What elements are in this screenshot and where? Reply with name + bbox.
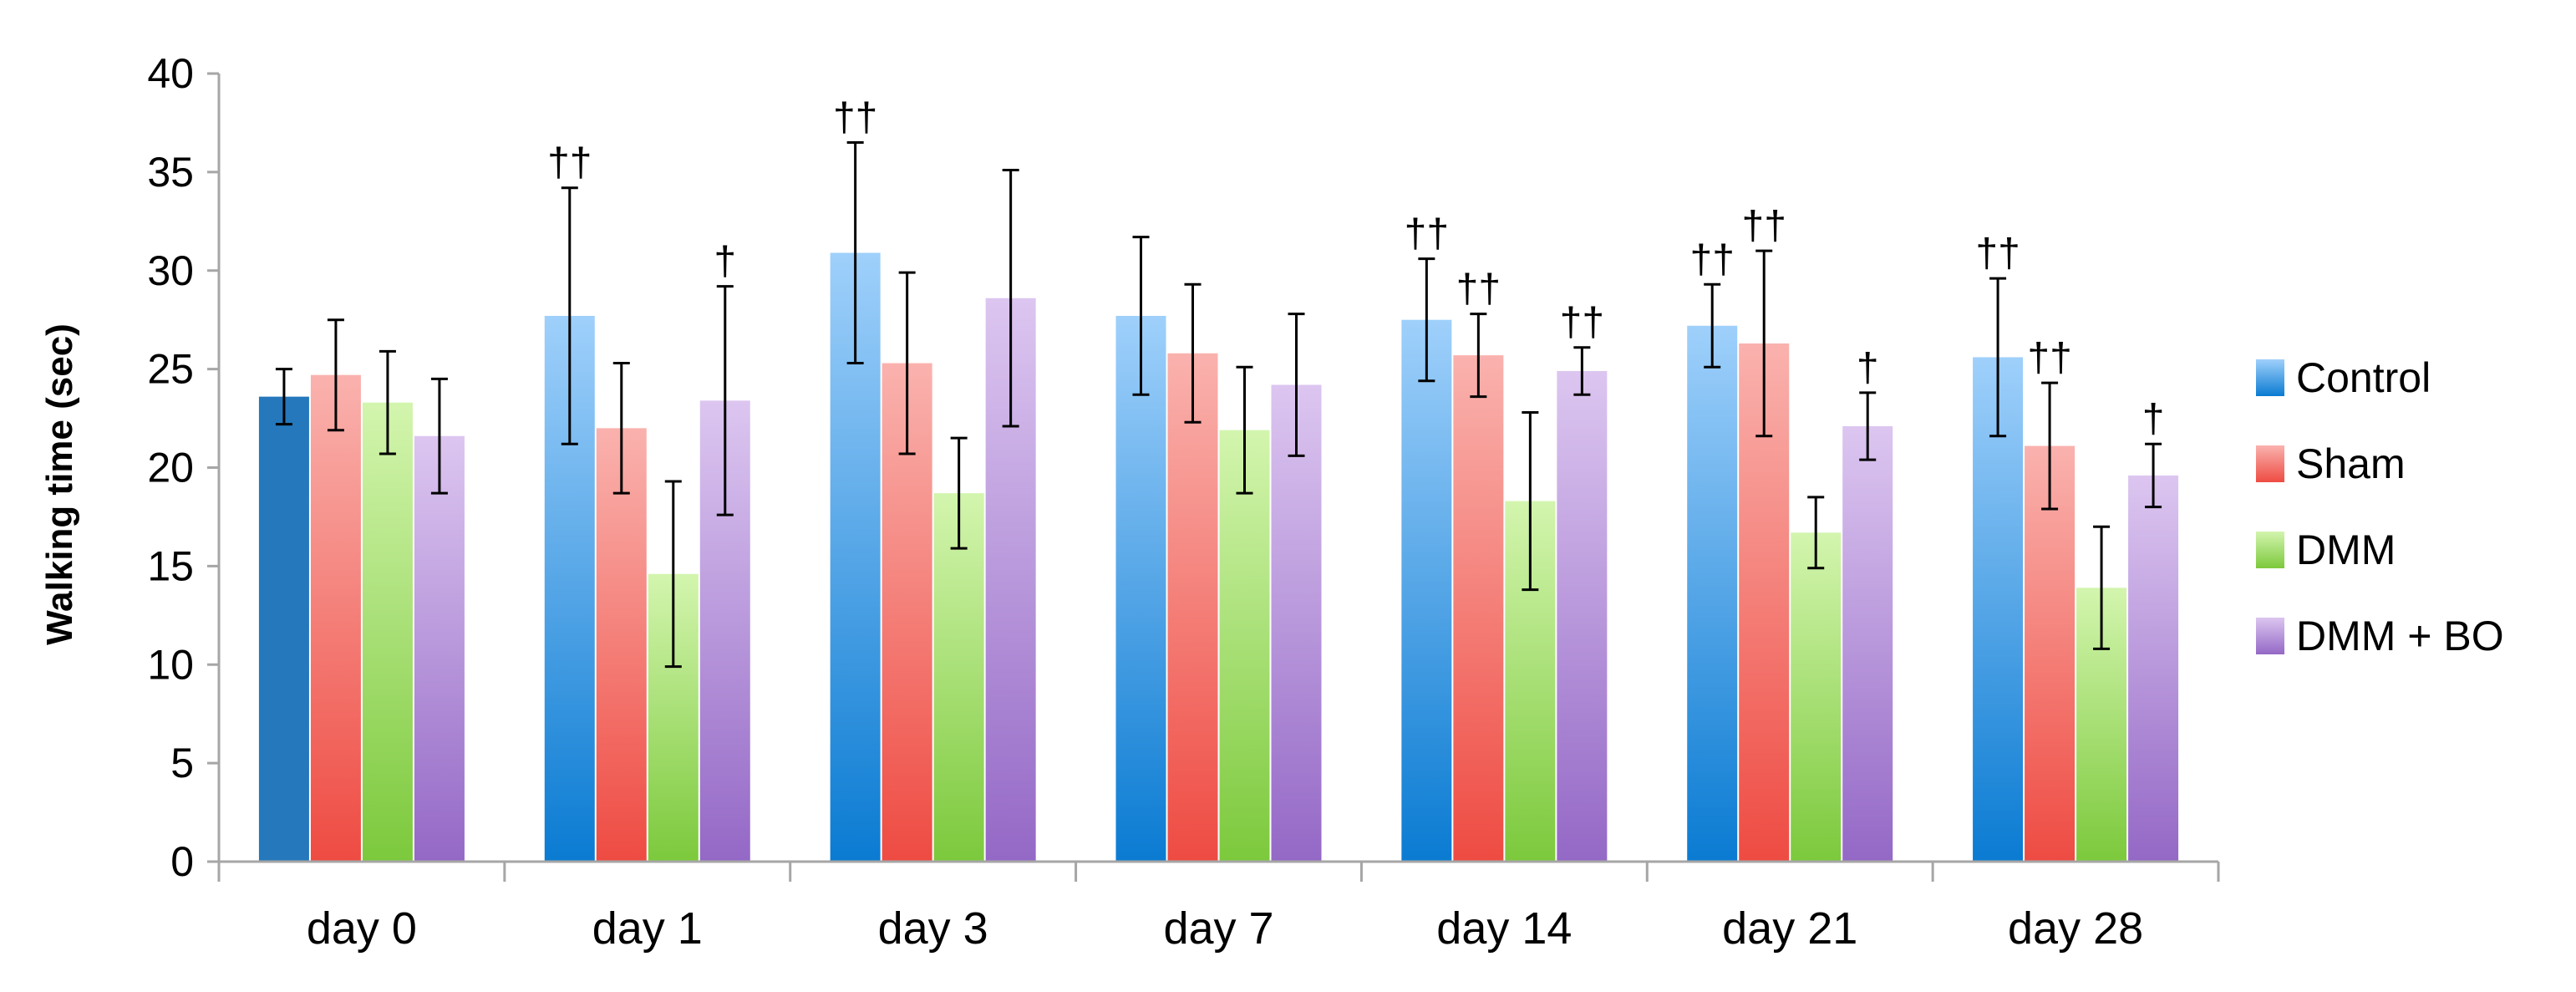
legend-label-dmm-bo: DMM + BO: [2296, 613, 2504, 659]
bar-dmm-day-21: [1791, 532, 1842, 862]
x-tick-label-day-0: day 0: [307, 903, 417, 954]
bar-dmm-bo-day-21: [1842, 425, 1893, 862]
bar-sham-day-0: [310, 374, 361, 862]
bar-dmm-bo-day-0: [414, 435, 465, 862]
bar-control-day-21: [1687, 325, 1738, 862]
x-tick-label-day-21: day 21: [1722, 903, 1857, 954]
bar-sham-day-14: [1453, 355, 1504, 862]
bar-control-day-14: [1401, 319, 1452, 862]
legend-swatch-dmm: [2256, 532, 2284, 568]
significance-marker-control-day-14: ††: [1405, 212, 1449, 257]
significance-marker-dmm-bo-day-28: †: [2142, 397, 2165, 441]
significance-marker-control-day-28: ††: [1975, 231, 2020, 276]
x-tick-label-day-28: day 28: [2008, 903, 2143, 954]
bar-sham-day-7: [1167, 353, 1218, 862]
y-tick-label-0: 0: [170, 838, 194, 885]
x-tick-label-day-7: day 7: [1163, 903, 1273, 954]
x-tick-label-day-1: day 1: [592, 903, 703, 954]
legend-swatch-dmm-bo: [2256, 618, 2284, 654]
bar-control-day-0: [258, 396, 309, 862]
y-tick-label-40: 40: [147, 50, 194, 97]
significance-marker-dmm-bo-day-21: †: [1857, 346, 1879, 390]
legend: Control Sham DMM DMM + BO: [2256, 354, 2504, 659]
legend-swatch-control: [2256, 359, 2284, 396]
bar-dmm-bo-day-14: [1557, 370, 1608, 862]
significance-marker-control-day-3: ††: [833, 96, 877, 140]
y-tick-label-5: 5: [170, 740, 194, 786]
y-axis-title: Walking time (sec): [39, 323, 80, 645]
significance-marker-sham-day-28: ††: [2027, 336, 2071, 380]
y-tick-label-25: 25: [147, 346, 194, 393]
significance-marker-control-day-1: ††: [547, 141, 592, 186]
legend-swatch-sham: [2256, 445, 2284, 482]
bar-sham-day-28: [2025, 445, 2076, 862]
legend-label-control: Control: [2296, 354, 2431, 401]
significance-marker-control-day-21: ††: [1690, 237, 1735, 282]
legend-label-sham: Sham: [2296, 440, 2406, 487]
bar-dmm-bo-day-28: [2128, 475, 2179, 862]
bar-dmm-day-0: [362, 402, 413, 862]
significance-marker-dmm-bo-day-14: ††: [1560, 301, 1604, 345]
significance-marker-dmm-bo-day-1: †: [714, 240, 736, 284]
labels-layer: 0 5 10 15 20 25 30 35 40 Walking time (sec) day 0 d…: [39, 50, 2220, 954]
bar-dmm-bo-day-7: [1271, 384, 1322, 862]
bar-sham-day-1: [596, 428, 647, 862]
y-tick-label-10: 10: [147, 641, 194, 688]
y-tick-label-20: 20: [147, 445, 194, 491]
bars-layer: [258, 252, 2179, 862]
bar-dmm-day-7: [1219, 430, 1270, 862]
bar-dmm-day-3: [933, 493, 984, 862]
significance-marker-sham-day-21: ††: [1742, 204, 1786, 248]
y-tick-label-35: 35: [147, 149, 194, 196]
y-tick-label-15: 15: [147, 542, 194, 589]
error-bars-layer: [275, 141, 2162, 669]
x-tick-label-day-3: day 3: [878, 903, 988, 954]
legend-label-dmm: DMM: [2296, 527, 2396, 573]
y-tick-label-30: 30: [147, 247, 194, 294]
bar-control-day-28: [1973, 357, 2024, 862]
bar-control-day-7: [1115, 315, 1166, 862]
x-tick-label-day-14: day 14: [1436, 903, 1572, 954]
significance-marker-sham-day-14: ††: [1456, 267, 1501, 312]
axes-layer: [217, 74, 2218, 863]
